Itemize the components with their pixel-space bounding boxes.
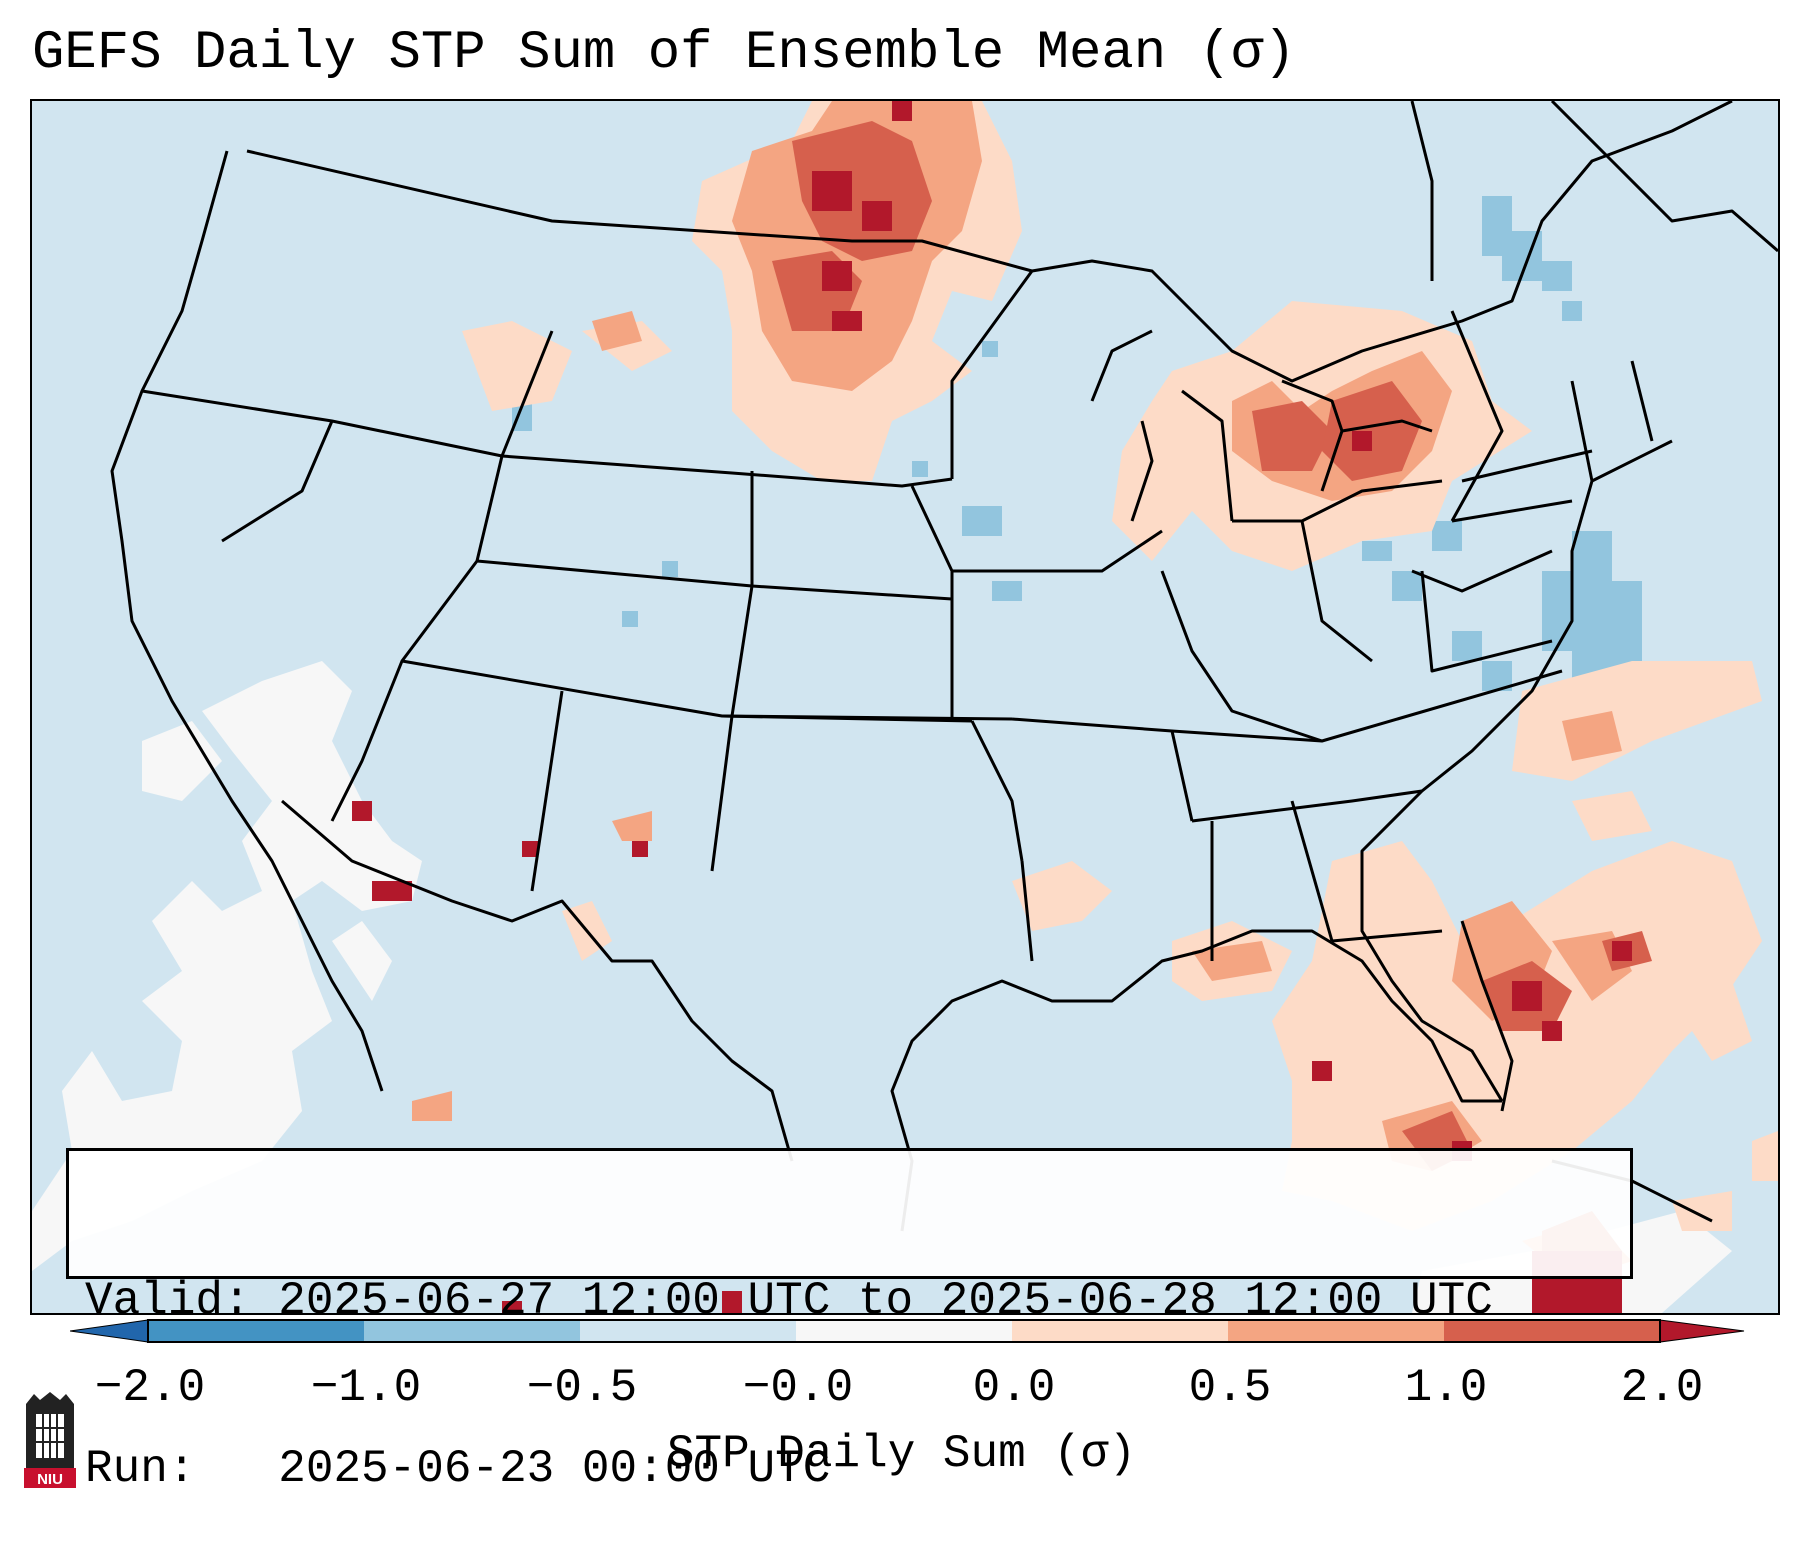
colorbar-bin-1	[148, 1320, 364, 1342]
niu-logo: NIU	[24, 1392, 76, 1488]
border-4	[330, 455, 504, 822]
border-13	[952, 529, 1163, 573]
border-7	[401, 659, 973, 723]
colorbar-tick-label: 0.5	[1188, 1362, 1272, 1414]
colorbar-tick-label: −0.0	[742, 1362, 854, 1414]
border-15	[1020, 860, 1034, 962]
border-28	[1181, 389, 1234, 522]
mexico-border	[281, 799, 794, 1162]
colorbar-bin-2	[364, 1320, 580, 1342]
pacific-coastline	[110, 150, 384, 1092]
border-21	[1290, 800, 1334, 942]
valid-run-info-box: Valid: 2025-06-27 12:00 UTC to 2025-06-2…	[66, 1148, 1633, 1495]
border-6	[710, 585, 754, 872]
colorbar-bin-3	[580, 1320, 796, 1342]
border-31	[1630, 360, 1654, 442]
map-canvas	[32, 101, 1778, 1313]
moderate-positive-field	[412, 101, 1632, 1281]
colorbar-bin-7	[1444, 1320, 1660, 1342]
colorbar-tick-label: −0.5	[526, 1362, 638, 1414]
border-14	[970, 720, 1024, 862]
border-27	[1461, 449, 1593, 483]
borders	[110, 101, 1778, 1232]
border-25	[1411, 549, 1553, 593]
border-22	[1331, 929, 1443, 943]
border-19	[1191, 789, 1423, 823]
border-37	[1090, 329, 1153, 402]
border-35	[1460, 920, 1514, 1112]
niu-logo-text: NIU	[37, 1471, 63, 1488]
colorbar-tick-label: 2.0	[1620, 1362, 1704, 1414]
colorbar-bin-4	[796, 1320, 1012, 1342]
border-34	[1451, 499, 1573, 523]
colorbar-tick-label: 1.0	[1404, 1362, 1488, 1414]
border-17	[1171, 729, 1323, 743]
colorbar-extend-high	[1659, 1319, 1745, 1343]
border-24	[1300, 520, 1373, 663]
border-23	[1232, 479, 1443, 523]
colorbar-extend-low	[70, 1319, 149, 1343]
border-1	[141, 389, 953, 488]
colorbar-label: STP Daily Sum (σ)	[666, 1428, 1137, 1480]
map-panel	[30, 99, 1780, 1315]
border-29	[1281, 379, 1344, 492]
border-18	[1160, 570, 1563, 743]
gulf-coastline	[890, 929, 1502, 1232]
border-33	[1341, 419, 1433, 433]
border-36	[1130, 420, 1154, 522]
border-30	[1570, 380, 1594, 482]
colorbar-tick-label: 0.0	[972, 1362, 1056, 1414]
border-3	[500, 330, 554, 457]
border-26	[1420, 570, 1553, 673]
colorbar-bin-5	[1012, 1320, 1228, 1342]
border-16	[1011, 717, 1194, 822]
border-9	[721, 714, 1013, 721]
border-39	[1410, 101, 1434, 281]
border-38	[1550, 101, 1778, 253]
map-title: GEFS Daily STP Sum of Ensemble Mean (σ)	[32, 23, 1296, 84]
border-32	[1450, 310, 1504, 522]
run-time-text: Run: 2025-06-23 00:00 UTC	[85, 1443, 831, 1495]
colorbar-bin-6	[1228, 1320, 1444, 1342]
colorbar	[70, 1319, 1745, 1343]
us-canada-border	[246, 149, 1033, 273]
valid-time-text: Valid: 2025-06-27 12:00 UTC to 2025-06-2…	[85, 1275, 1493, 1327]
border-11	[910, 485, 954, 721]
border-5	[476, 559, 953, 601]
border-8	[530, 690, 564, 892]
border-12	[950, 270, 1034, 479]
colorbar-tick-label: −2.0	[94, 1362, 206, 1414]
border-2	[221, 420, 334, 543]
colorbar-tick-label: −1.0	[310, 1362, 422, 1414]
